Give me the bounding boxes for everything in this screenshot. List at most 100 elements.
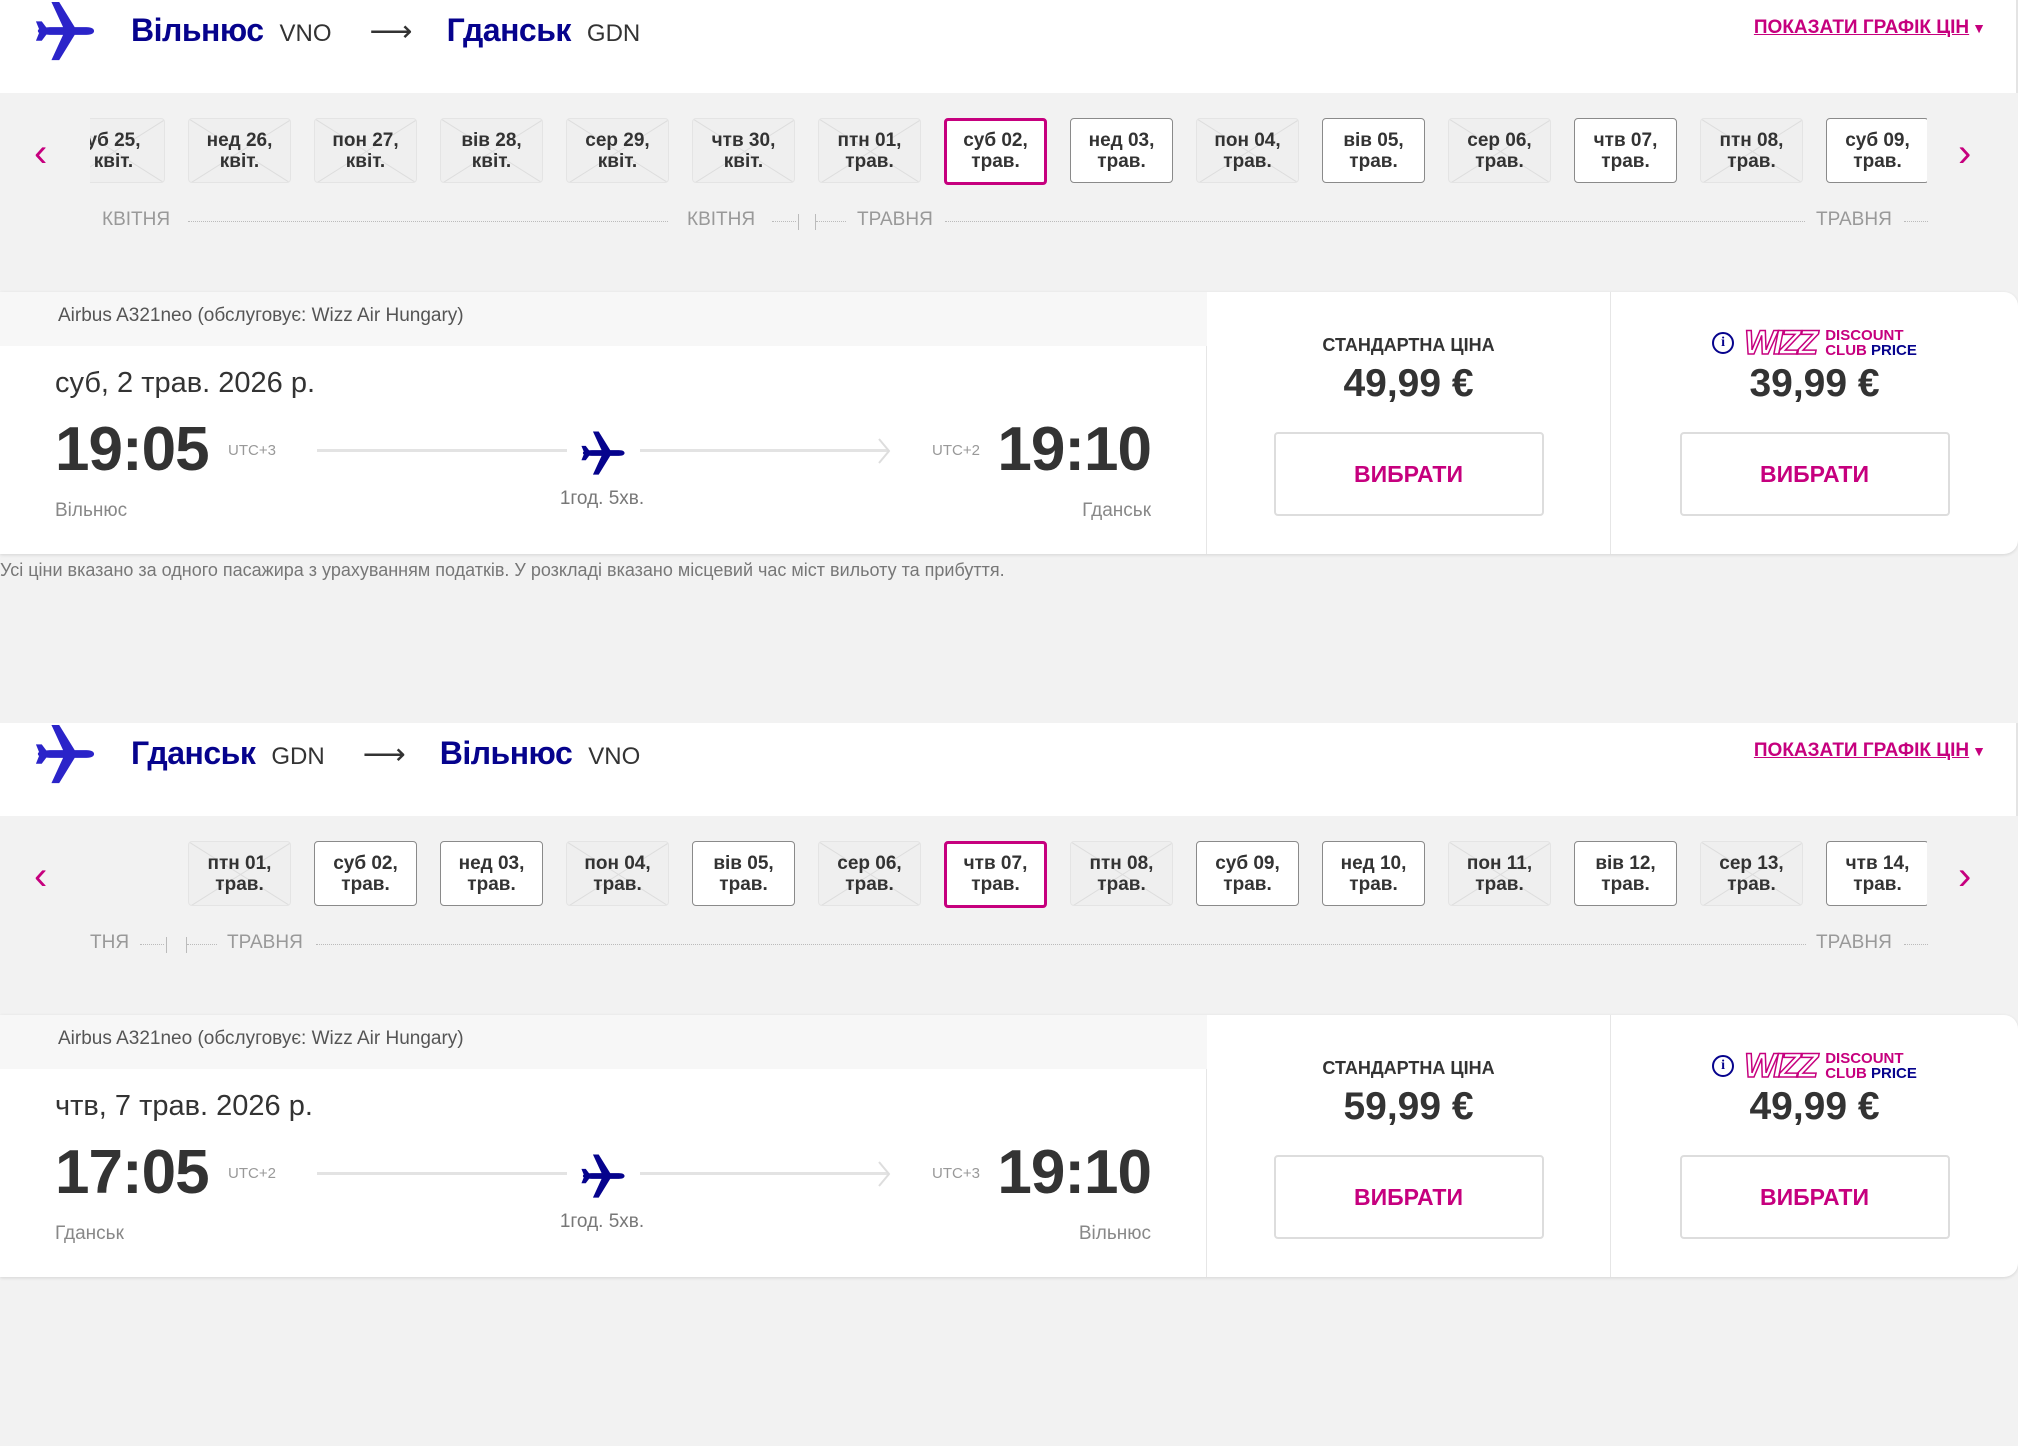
date-month: трав.: [1223, 874, 1272, 895]
date-card: птн 08, трав.: [1070, 841, 1173, 906]
date-selector: ‹ уб 25, квіт. нед 26, квіт. пон 27, квіт. вів…: [0, 93, 2018, 270]
date-card[interactable]: суб 09, трав.: [1196, 841, 1299, 906]
date-day: сер 29,: [585, 130, 650, 151]
date-card[interactable]: чтв 07, трав.: [1574, 118, 1677, 183]
date-day: чтв 30,: [711, 130, 776, 151]
departure-time: 19:05: [55, 415, 210, 484]
date-month: трав.: [1727, 874, 1776, 895]
date-card[interactable]: суб 02, трав.: [314, 841, 417, 906]
date-month: трав.: [1475, 874, 1524, 895]
destination-city: Гданськ: [446, 12, 572, 48]
month-divider: [772, 221, 796, 222]
date-month: квіт.: [471, 151, 512, 172]
date-day: птн 08,: [1089, 853, 1154, 874]
month-label: КВІТНЯ: [687, 209, 756, 231]
month-boundary: [815, 214, 816, 230]
date-card: нед 26, квіт.: [188, 118, 291, 183]
date-month: квіт.: [345, 151, 386, 172]
date-selector: ‹ птн 01, трав. суб 02, трав. нед 03, трав. по…: [0, 816, 2018, 993]
date-carousel: уб 25, квіт. нед 26, квіт. пон 27, квіт. вів 2…: [90, 118, 1927, 188]
date-day: пон 04,: [584, 853, 651, 874]
date-card[interactable]: чтв 07, трав.: [944, 841, 1047, 908]
wizz-discount-club-logo: i WIZZ DISCOUNT CLUB PRICE: [1611, 1048, 2018, 1084]
date-card[interactable]: нед 10, трав.: [1322, 841, 1425, 906]
select-standard-button[interactable]: ВИБРАТИ: [1273, 1155, 1544, 1239]
route-header: Гданськ GDN ⟶ Вільнюс VNO ПОКАЗАТИ ГРАФІ…: [0, 723, 2018, 816]
date-month: трав.: [1475, 151, 1524, 172]
chevron-right-icon[interactable]: ›: [1958, 854, 1972, 898]
date-month: трав.: [971, 151, 1020, 172]
date-card[interactable]: суб 02, трав.: [944, 118, 1047, 185]
date-day: пон 11,: [1466, 853, 1533, 874]
date-card[interactable]: нед 03, трав.: [440, 841, 543, 906]
date-day: вів 28,: [461, 130, 522, 151]
date-card: сер 06, трав.: [1448, 118, 1551, 183]
select-standard-button[interactable]: ВИБРАТИ: [1273, 432, 1544, 516]
date-month: трав.: [971, 874, 1020, 895]
outbound-flight-section: Вільнюс VNO ⟶ Гданськ GDN ПОКАЗАТИ ГРАФІ…: [0, 0, 2018, 580]
arrow-head-icon: [878, 1161, 891, 1187]
date-day: суб 02,: [963, 130, 1028, 151]
date-month: трав.: [719, 874, 768, 895]
flight-date: чтв, 7 трав. 2026 р.: [55, 1090, 313, 1122]
wizz-logo: WIZZ: [1743, 324, 1819, 362]
date-card[interactable]: вів 12, трав.: [1574, 841, 1677, 906]
date-card: сер 29, квіт.: [566, 118, 669, 183]
chevron-right-icon[interactable]: ›: [1958, 131, 1972, 175]
date-day: сер 06,: [1467, 130, 1532, 151]
date-month: трав.: [1853, 151, 1902, 172]
date-card: пон 04, трав.: [566, 841, 669, 906]
date-carousel: птн 01, трав. суб 02, трав. нед 03, трав. пон …: [90, 841, 1927, 911]
chevron-left-icon[interactable]: ‹: [34, 131, 48, 175]
select-club-button[interactable]: ВИБРАТИ: [1679, 1155, 1950, 1239]
date-card: птн 01, трав.: [818, 118, 921, 183]
chevron-left-icon[interactable]: ‹: [34, 854, 48, 898]
date-card: чтв 30, квіт.: [692, 118, 795, 183]
club-price: 49,99 €: [1749, 1085, 1880, 1128]
origin-city: Вільнюс: [131, 12, 264, 48]
route-line: [640, 449, 888, 452]
date-day: вів 05,: [1343, 130, 1404, 151]
club-price-panel: i WIZZ DISCOUNT CLUB PRICE 39,99 € ВИБРАТ…: [1611, 292, 2018, 554]
date-day: суб 02,: [333, 853, 398, 874]
airplane-icon: [580, 430, 626, 481]
select-club-button[interactable]: ВИБРАТИ: [1679, 432, 1950, 516]
month-label: ТРАВНЯ: [1816, 932, 1892, 954]
info-icon[interactable]: i: [1712, 332, 1735, 354]
date-day: вів 05,: [713, 853, 774, 874]
departure-timezone: UTC+3: [228, 442, 276, 459]
date-month: трав.: [1223, 151, 1272, 172]
date-card[interactable]: вів 05, трав.: [1322, 118, 1425, 183]
date-day: сер 13,: [1719, 853, 1784, 874]
date-month: трав.: [1601, 874, 1650, 895]
show-price-chart-link[interactable]: ПОКАЗАТИ ГРАФІК ЦІН ▼: [1754, 740, 1986, 762]
month-label: ТРАВНЯ: [227, 932, 303, 954]
info-icon[interactable]: i: [1712, 1055, 1735, 1077]
date-card[interactable]: чтв 14, трав.: [1826, 841, 1927, 906]
month-boundary: [186, 937, 187, 953]
route-header: Вільнюс VNO ⟶ Гданськ GDN ПОКАЗАТИ ГРАФІ…: [0, 0, 2018, 93]
arrival-city: Гданськ: [1082, 500, 1151, 521]
date-month: квіт.: [93, 151, 134, 172]
date-month: трав.: [467, 874, 516, 895]
date-day: сер 06,: [837, 853, 902, 874]
flight-duration: 1год. 5хв.: [559, 1211, 645, 1232]
month-boundary: [798, 214, 799, 230]
show-price-chart-link[interactable]: ПОКАЗАТИ ГРАФІК ЦІН ▼: [1754, 17, 1986, 39]
date-month: трав.: [1349, 151, 1398, 172]
date-card: сер 13, трав.: [1700, 841, 1803, 906]
date-day: чтв 07,: [1593, 130, 1658, 151]
date-card: пон 11, трав.: [1448, 841, 1551, 906]
date-card: птн 08, трав.: [1700, 118, 1803, 183]
month-divider: [1904, 221, 1928, 222]
month-timeline: КВІТНЯ КВІТНЯ ТРАВНЯ ТРАВНЯ: [0, 209, 2018, 233]
date-card[interactable]: нед 03, трав.: [1070, 118, 1173, 183]
arrival-time: 19:10: [997, 1138, 1152, 1207]
date-card[interactable]: вів 05, трав.: [692, 841, 795, 906]
caret-down-icon: ▼: [1972, 20, 1986, 36]
date-card: птн 01, трав.: [188, 841, 291, 906]
arrow-right-icon: ⟶: [369, 15, 413, 48]
date-month: трав.: [1097, 874, 1146, 895]
date-card[interactable]: суб 09, трав.: [1826, 118, 1927, 183]
standard-price: 49,99 €: [1343, 362, 1474, 405]
